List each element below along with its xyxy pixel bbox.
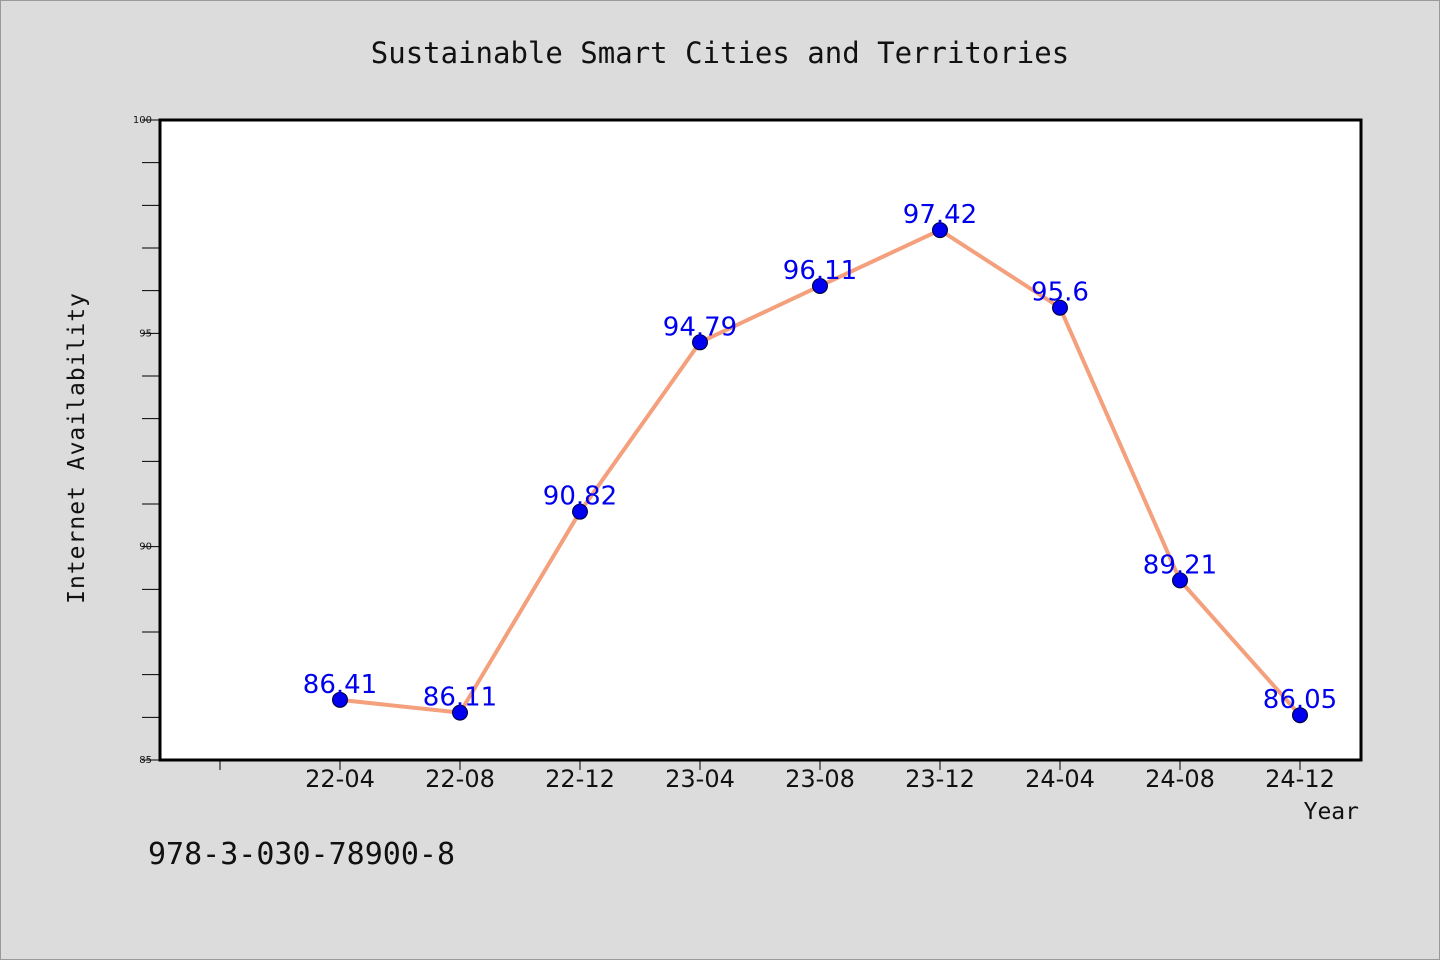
data-point	[332, 691, 348, 708]
x-tick-label: 23-08	[785, 765, 855, 793]
y-tick-label: 95	[139, 328, 152, 339]
x-tick-label: 22-08	[425, 765, 495, 793]
isbn-footer: 978-3-030-78900-8	[148, 837, 455, 872]
data-point	[812, 277, 828, 294]
y-tick-label: 85	[139, 755, 152, 766]
data-label: 96.11	[783, 256, 857, 286]
data-point	[1052, 299, 1068, 316]
data-label: 90.82	[543, 482, 617, 512]
x-axis: 22-04 22-08 22-12 23-04 23-08 23-12 24-04 24-08…	[219, 760, 1335, 793]
data-label: 86.05	[1263, 685, 1337, 715]
data-point	[452, 704, 468, 721]
x-tick-label: 24-12	[1265, 765, 1335, 793]
x-tick-label: 23-12	[905, 765, 975, 793]
y-axis-label: Internet Availability	[64, 292, 90, 604]
x-tick-label: 24-08	[1145, 765, 1215, 793]
y-axis: 85 90 95 100	[133, 115, 160, 766]
data-label: 86.41	[303, 670, 377, 700]
x-tick-label: 24-04	[1025, 765, 1095, 793]
data-label: 94.79	[663, 312, 737, 342]
data-series: 86.41 86.11 90.82 94.79 96.11 97.42 95.6 89.21 8…	[303, 200, 1337, 724]
data-point	[572, 503, 588, 520]
data-point	[932, 222, 948, 239]
chart-title: Sustainable Smart Cities and Territories	[371, 36, 1069, 70]
x-axis-label: Year	[1304, 799, 1359, 825]
data-point	[1292, 707, 1308, 724]
data-point	[1172, 572, 1188, 589]
data-point	[692, 334, 708, 351]
data-label: 95.6	[1031, 278, 1089, 308]
data-label: 86.11	[423, 683, 497, 713]
x-tick-label: 22-12	[545, 765, 615, 793]
plot-area	[158, 118, 1363, 762]
x-tick-label: 23-04	[665, 765, 735, 793]
y-tick-label: 100	[133, 115, 152, 126]
x-tick-label: 22-04	[305, 765, 375, 793]
data-label: 97.42	[903, 200, 977, 230]
y-tick-label: 90	[139, 542, 152, 553]
data-label: 89.21	[1143, 550, 1217, 580]
